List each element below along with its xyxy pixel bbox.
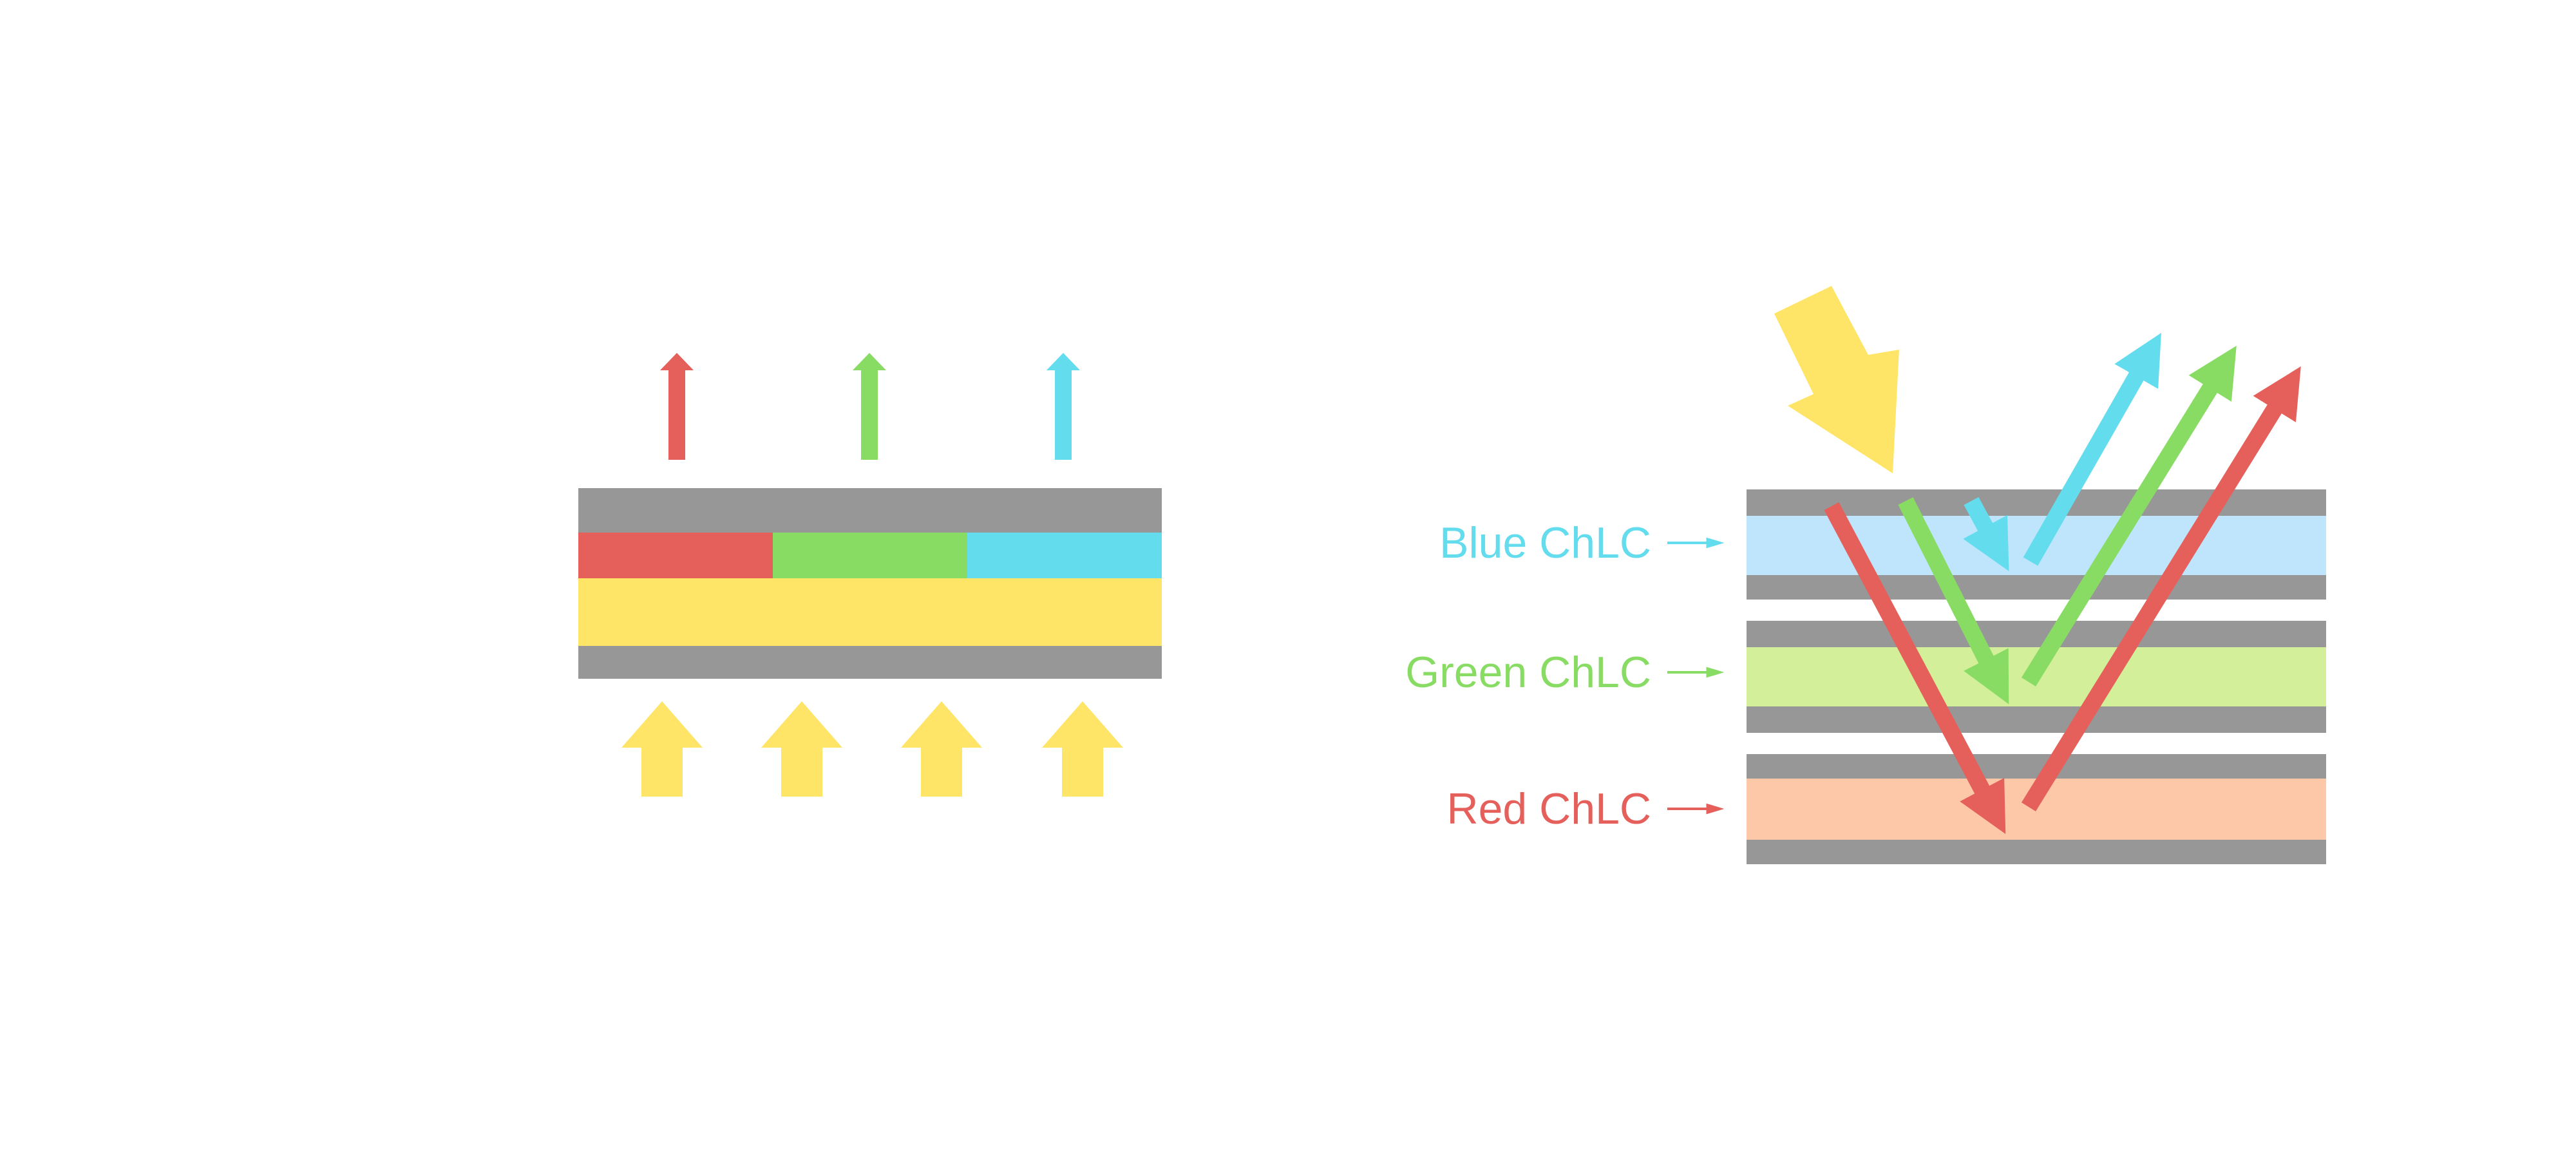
incident-light-arrow-icon	[1774, 286, 1899, 473]
light-ray-arrows	[1824, 332, 2301, 835]
green-reflected-ray-arrow-icon	[2021, 345, 2237, 686]
yellow-up-arrow-icon	[621, 701, 703, 797]
red-reflected-ray-arrow-icon	[2021, 366, 2301, 811]
blue-chlc-label: Blue ChLC	[1439, 518, 1651, 567]
yellow-backlight-layer	[578, 578, 1162, 646]
green-up-arrow-icon	[853, 353, 886, 460]
green-chlc-label: Green ChLC	[1405, 648, 1651, 697]
emissive-display-stack	[578, 488, 1162, 679]
yellow-up-arrow-icon	[1042, 701, 1123, 797]
red-chlc-layer	[1747, 754, 2326, 864]
red-color-filter	[578, 533, 773, 578]
top-gray-layer	[578, 488, 1162, 533]
green-incident-ray-arrow-icon	[1898, 497, 2009, 705]
red-chlc-label: Red ChLC	[1447, 784, 1652, 833]
blue-up-arrow-icon	[1046, 353, 1080, 460]
backlight-arrows	[621, 701, 1123, 797]
blue-color-filter	[967, 533, 1162, 578]
layer-labels: Blue ChLC Green ChLC Red ChLC	[1405, 518, 1725, 833]
blue-incident-ray-arrow-icon	[1963, 497, 2009, 571]
bottom-gray-layer	[578, 646, 1162, 679]
green-color-filter	[773, 533, 967, 578]
yellow-up-arrow-icon	[901, 701, 982, 797]
red-incident-ray-arrow-icon	[1824, 502, 2006, 835]
blue-reflected-ray-arrow-icon	[2023, 332, 2161, 566]
red-up-arrow-icon	[660, 353, 694, 460]
emitted-light-arrows	[660, 353, 1080, 460]
yellow-up-arrow-icon	[761, 701, 842, 797]
